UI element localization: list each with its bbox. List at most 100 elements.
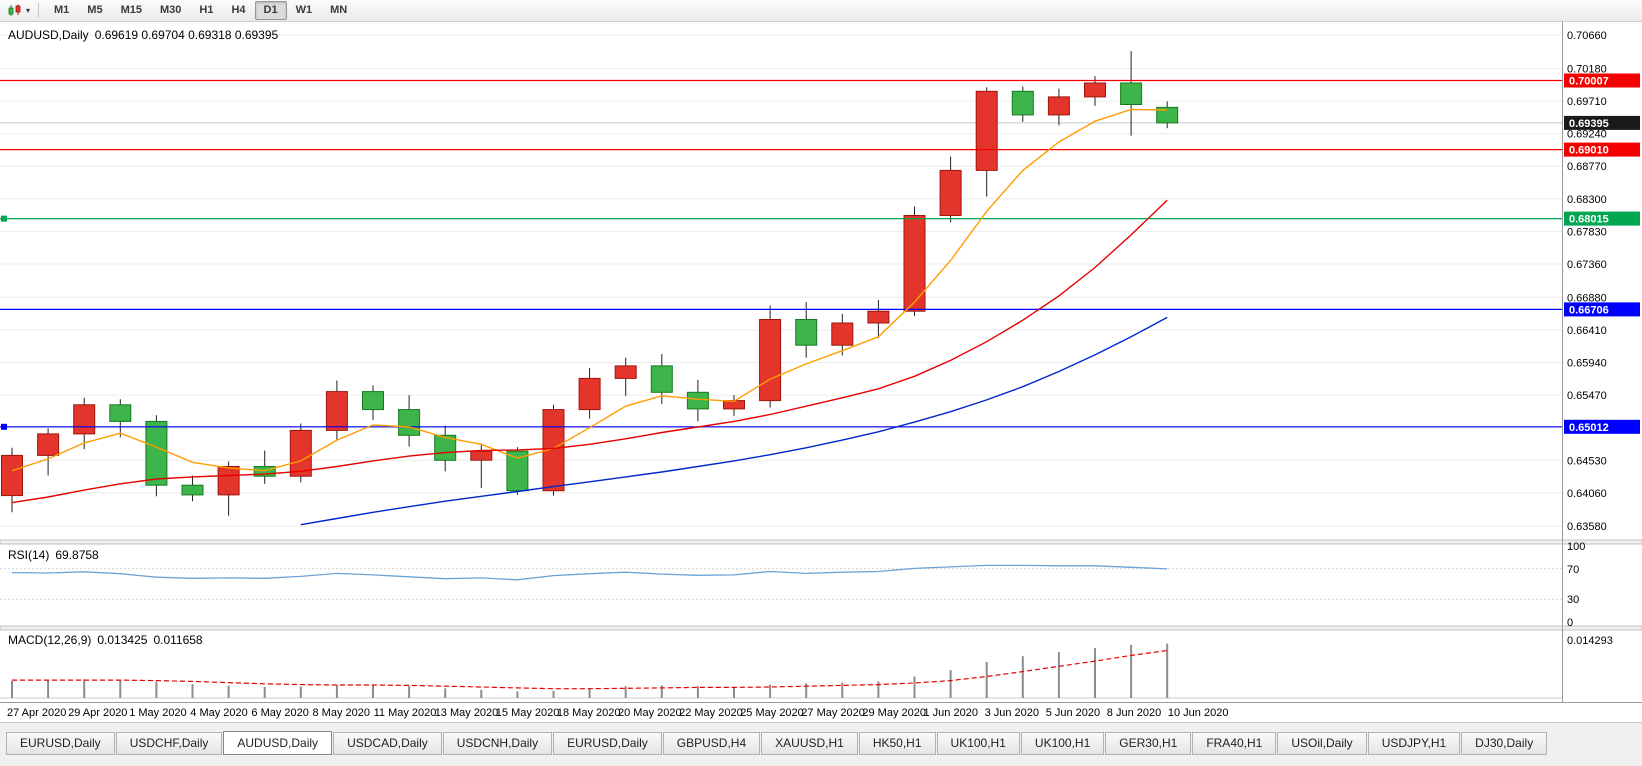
tab-usdchf-daily[interactable]: USDCHF,Daily [115,732,223,755]
panel-separator-macd[interactable] [0,625,1642,631]
rsi-axis-label: 0 [1567,617,1573,629]
rsi-line [11,564,1168,581]
x-axis-label: 22 May 2020 [679,707,743,719]
bearish-candle-body [434,434,457,461]
hline-handle[interactable] [1,423,7,430]
bullish-candle-body [867,310,890,324]
ma-fast-line [11,108,1168,472]
bullish-candle-body [975,90,998,171]
tab-usdcnh-daily[interactable]: USDCNH,Daily [442,732,553,755]
tab-xauusd-h1[interactable]: XAUUSD,H1 [761,732,858,755]
bearish-candle-body [109,404,132,422]
hline-handle[interactable] [1,215,7,222]
bearish-candle-body [145,420,168,486]
y-axis-label: 0.66410 [1567,325,1607,337]
x-axis-label: 1 Jun 2020 [924,707,978,719]
chevron-down-icon: ▾ [26,5,31,15]
y-axis-label: 0.68300 [1567,194,1607,206]
bearish-candle-body [506,450,529,492]
y-axis-label: 0.67360 [1567,259,1607,271]
y-axis-label: 0.65470 [1567,390,1607,402]
bullish-candle-body [73,404,96,435]
bullish-candle-body [831,322,854,346]
y-axis-label: 0.66880 [1567,292,1607,304]
chart-canvas[interactable]: 100 70 30 0 0.014293 0.70660 0.70180 0.69710 0.6… [0,22,1642,722]
toolbar: ▾ M1 M5 M15 M30 H1 H4 D1 W1 MN [0,0,1642,22]
toolbar-separator [38,3,40,18]
tab-fra40-h1[interactable]: FRA40,H1 [1192,732,1277,755]
price-badge-0.69010 [1564,142,1640,157]
timeframe-button-m30[interactable]: M30 [159,3,182,16]
macd-histogram [11,643,1169,698]
bullish-candle-body [939,169,962,216]
x-axis-label: 10 Jun 2020 [1168,707,1229,719]
bearish-candle-body [1011,90,1034,116]
chart-type-dropdown[interactable]: ▾ [4,2,34,19]
y-axis-label: 0.70660 [1567,30,1607,42]
candlestick-chart-icon [8,4,21,16]
x-axis-label: 8 Jun 2020 [1107,707,1161,719]
tab-uk100-h1[interactable]: UK100,H1 [1020,732,1105,755]
bullish-candle-body [1084,82,1106,98]
price-badge-0.65012 [1564,419,1640,434]
bearish-candle-body [1120,82,1143,105]
bullish-candle-body [217,466,240,496]
rsi-axis-label: 30 [1567,594,1579,606]
tab-uk100-h1[interactable]: UK100,H1 [936,732,1020,755]
tab-usoil-daily[interactable]: USOil,Daily [1277,732,1367,755]
y-axis-labels: 0.70660 0.70180 0.69710 0.69240 0.68770 0.683… [1567,30,1607,533]
bearish-candle-body [181,484,204,496]
timeframe-button-h4[interactable]: H4 [231,3,246,16]
tab-audusd-daily[interactable]: AUDUSD,Daily [223,731,333,755]
timeframe-button-w1[interactable]: W1 [295,3,313,16]
x-axis-label: 27 Apr 2020 [7,707,66,719]
timeframe-button-m1[interactable]: M1 [54,3,70,16]
price-badge-0.65012-text: 0.65012 [1569,422,1609,434]
price-badge-0.70007 [1564,73,1640,88]
timeframe-buttons: M1 M5 M15 M30 H1 H4 D1 W1 MN [45,0,356,21]
y-axis-label: 0.69240 [1567,129,1607,141]
tab-ger30-h1[interactable]: GER30,H1 [1105,732,1192,755]
bullish-candle-body [542,409,565,492]
x-axis-label: 15 May 2020 [496,707,560,719]
x-axis-label: 1 May 2020 [129,707,186,719]
bid-price-badge [1564,115,1640,130]
timeframe-button-h1[interactable]: H1 [199,3,214,16]
bid-price-badge-text: 0.69395 [1569,118,1609,130]
macd-signal-line [12,649,1168,690]
tab-gbpusd-h4[interactable]: GBPUSD,H4 [662,732,761,755]
panel-separator-rsi[interactable] [0,539,1642,545]
chart-window: 100 70 30 0 0.014293 0.70660 0.70180 0.69710 0.6… [0,22,1642,722]
x-axis-label: 6 May 2020 [251,707,308,719]
timeframe-button-m15[interactable]: M15 [120,3,142,16]
tab-usdjpy-h1[interactable]: USDJPY,H1 [1367,732,1461,755]
timeframe-button-m5[interactable]: M5 [87,3,103,16]
bullish-candle-body [470,450,493,461]
bearish-candle-body [686,391,709,410]
ma-slow-line [300,316,1168,526]
x-axis-label: 11 May 2020 [374,707,437,719]
x-axis-label: 5 Jun 2020 [1046,707,1100,719]
bullish-candle-body [759,319,782,402]
y-axis-label: 0.68770 [1567,161,1607,173]
price-badge-0.69010-text: 0.69010 [1569,145,1609,157]
macd-axis-label: 0.014293 [1567,635,1613,647]
tab-eurusd-daily[interactable]: EURUSD,Daily [553,732,662,755]
y-axis-label: 0.70180 [1567,64,1607,76]
rsi-axis-label: 100 [1567,541,1585,553]
bearish-candle-body [362,391,384,411]
x-axis-label: 25 May 2020 [740,707,804,719]
tab-eurusd-daily[interactable]: EURUSD,Daily [6,732,115,755]
x-axis-label: 4 May 2020 [190,707,247,719]
bullish-candle-body [1047,96,1070,116]
price-badge-0.70007-text: 0.70007 [1569,76,1609,88]
x-axis-label: 20 May 2020 [618,707,682,719]
tab-hk50-h1[interactable]: HK50,H1 [858,732,936,755]
timeframe-button-d1[interactable]: D1 [254,0,287,21]
tab-dj30-daily[interactable]: DJ30,Daily [1461,732,1548,755]
tab-usdcad-daily[interactable]: USDCAD,Daily [333,732,442,755]
bullish-candle-body [903,215,926,312]
price-badge-0.66706 [1564,302,1640,317]
timeframe-button-mn[interactable]: MN [330,3,348,16]
x-axis-labels: 27 Apr 2020 29 Apr 2020 1 May 2020 4 May 20… [7,707,1228,719]
